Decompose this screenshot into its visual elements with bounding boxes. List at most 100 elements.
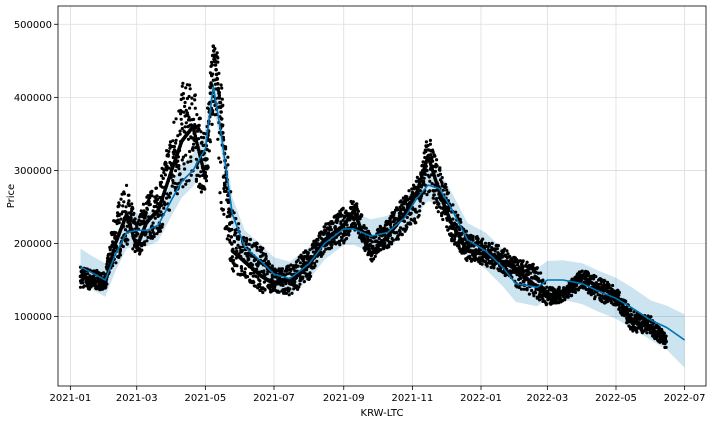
observed-point bbox=[585, 274, 589, 278]
observed-point bbox=[440, 214, 444, 218]
observed-point bbox=[355, 202, 359, 206]
observed-point bbox=[174, 117, 178, 121]
observed-point bbox=[302, 280, 306, 284]
observed-point bbox=[194, 179, 198, 183]
observed-point bbox=[117, 221, 121, 225]
observed-point bbox=[316, 238, 320, 242]
observed-point bbox=[355, 205, 359, 209]
observed-point bbox=[234, 231, 238, 235]
observed-point bbox=[163, 173, 167, 177]
observed-point bbox=[117, 255, 121, 259]
observed-point bbox=[217, 93, 221, 97]
observed-point bbox=[188, 83, 192, 87]
observed-point bbox=[423, 172, 427, 176]
observed-point bbox=[188, 87, 192, 91]
observed-point bbox=[139, 209, 143, 213]
observed-point bbox=[191, 148, 195, 152]
observed-point bbox=[193, 98, 197, 102]
observed-point bbox=[174, 169, 178, 173]
observed-point bbox=[424, 149, 428, 154]
observed-point bbox=[435, 164, 439, 168]
observed-point bbox=[176, 134, 180, 138]
observed-point bbox=[211, 111, 215, 115]
observed-point bbox=[441, 188, 445, 192]
plot-frame bbox=[57, 5, 707, 387]
observed-point bbox=[226, 163, 230, 167]
forecast-line bbox=[80, 86, 686, 341]
observed-point bbox=[207, 149, 211, 153]
observed-point bbox=[510, 259, 515, 263]
observed-point bbox=[183, 104, 187, 108]
observed-point bbox=[233, 240, 237, 244]
observed-point bbox=[174, 141, 178, 145]
observed-point bbox=[121, 224, 125, 228]
observed-point bbox=[197, 137, 201, 141]
observed-point bbox=[270, 264, 274, 268]
observed-point bbox=[388, 233, 392, 237]
observed-point bbox=[618, 306, 622, 310]
observed-point bbox=[230, 255, 234, 259]
observed-point bbox=[251, 263, 255, 267]
observed-point bbox=[261, 246, 265, 250]
uncertainty-band-area bbox=[80, 69, 685, 368]
observed-point bbox=[435, 158, 439, 162]
observed-point bbox=[240, 269, 244, 273]
y-tick-label: 100000 bbox=[14, 312, 52, 323]
observed-point bbox=[235, 264, 239, 268]
x-tick-label: 2021-01 bbox=[49, 393, 91, 404]
observed-point bbox=[182, 162, 186, 166]
observed-point bbox=[545, 302, 549, 306]
observed-point bbox=[166, 154, 170, 158]
observed-point bbox=[405, 195, 409, 199]
observed-point bbox=[147, 200, 151, 204]
observed-point bbox=[421, 201, 425, 205]
observed-point bbox=[150, 189, 154, 193]
observed-point bbox=[446, 191, 450, 195]
observed-point bbox=[541, 297, 545, 301]
observed-point bbox=[216, 60, 220, 64]
observed-point bbox=[373, 254, 377, 258]
observed-point bbox=[566, 295, 570, 299]
observed-point bbox=[599, 278, 604, 282]
observed-point bbox=[133, 217, 137, 221]
observed-point bbox=[398, 230, 402, 234]
observed-point bbox=[431, 196, 435, 200]
observed-point bbox=[230, 220, 234, 225]
observed-point bbox=[253, 284, 257, 288]
observed-point bbox=[219, 117, 224, 121]
observed-point bbox=[137, 218, 141, 222]
observed-point bbox=[437, 202, 441, 206]
observed-point bbox=[313, 264, 317, 268]
observed-point bbox=[358, 217, 362, 221]
observed-point bbox=[226, 234, 230, 238]
observed-point bbox=[331, 221, 335, 225]
observed-point bbox=[433, 169, 437, 173]
y-tick-label: 400000 bbox=[14, 93, 52, 104]
observed-point bbox=[371, 245, 375, 249]
observed-point bbox=[188, 106, 192, 110]
observed-point bbox=[124, 205, 128, 209]
observed-point bbox=[177, 167, 181, 171]
observed-point bbox=[144, 211, 148, 215]
observed-point bbox=[159, 210, 163, 214]
observed-point bbox=[438, 172, 443, 176]
observed-point bbox=[593, 295, 597, 299]
observed-point bbox=[464, 229, 468, 233]
observed-point bbox=[255, 242, 259, 246]
observed-point bbox=[246, 275, 250, 279]
observed-point bbox=[362, 224, 366, 228]
observed-point bbox=[155, 194, 159, 198]
observed-point bbox=[263, 273, 267, 277]
observed-point bbox=[162, 170, 166, 175]
observed-point bbox=[217, 90, 221, 95]
observed-point bbox=[172, 145, 176, 149]
observed-point bbox=[441, 217, 445, 222]
observed-point bbox=[186, 137, 191, 141]
observed-point bbox=[219, 160, 223, 164]
observed-point bbox=[164, 162, 168, 166]
forecast-trend-line bbox=[80, 86, 686, 341]
observed-point bbox=[104, 285, 108, 289]
observed-point bbox=[272, 275, 276, 279]
observed-point bbox=[323, 225, 327, 229]
observed-point bbox=[183, 125, 187, 129]
